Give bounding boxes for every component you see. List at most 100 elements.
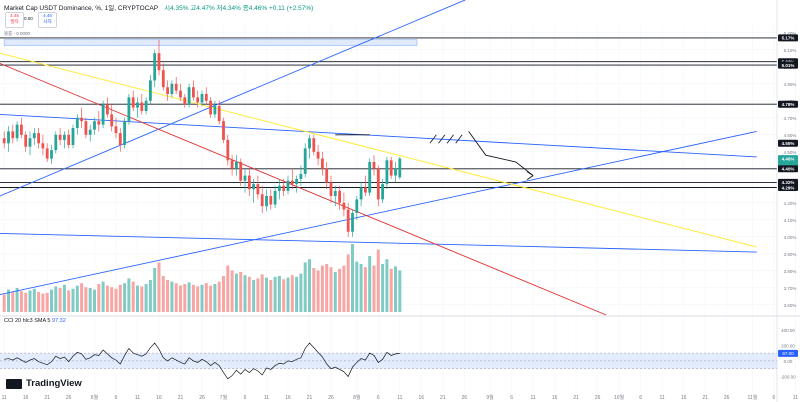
volume-bar <box>385 259 389 312</box>
volume-bar <box>2 294 6 312</box>
volume-bar <box>282 279 286 312</box>
candle <box>226 134 230 166</box>
price-label-box <box>778 61 798 69</box>
candle <box>321 151 324 176</box>
volume-bar <box>131 281 135 312</box>
x-tick-label: 11 <box>659 395 664 401</box>
candle <box>364 175 367 196</box>
candle <box>174 77 178 94</box>
candle <box>161 63 165 91</box>
x-tick-label: 21 <box>307 395 313 401</box>
y-tick-label: 4.70% <box>784 116 797 121</box>
volume-bar <box>45 292 49 312</box>
volume-legend: 볼륨 · 0.0000 <box>4 31 31 36</box>
candle-body <box>11 131 15 139</box>
candle-body <box>389 160 393 176</box>
price-label: 4.46% <box>782 156 795 161</box>
candle-body <box>88 129 92 135</box>
volume-bars <box>2 244 402 312</box>
price-label: 4.55% <box>782 141 795 146</box>
candle-body <box>101 104 105 125</box>
price-label: 5.01% <box>782 63 795 68</box>
volume-bar <box>97 284 101 312</box>
candle <box>114 117 118 139</box>
x-tick-label: 16 <box>552 395 558 401</box>
volume-bar <box>101 281 105 312</box>
buy-button[interactable]: 4.46 사자 <box>38 12 57 28</box>
volume-bar <box>213 284 217 312</box>
x-tick-label: 11월 <box>748 394 758 401</box>
volume-bar <box>32 288 36 312</box>
candle <box>333 185 337 207</box>
candle-body <box>80 117 83 122</box>
candle-body <box>260 194 264 207</box>
volume-bar <box>372 265 376 312</box>
sell-price: 4.46 <box>10 13 19 18</box>
candle <box>398 156 402 179</box>
candle <box>265 189 268 212</box>
trend-lines <box>0 0 777 316</box>
pattern-dash <box>455 134 463 144</box>
candle <box>329 175 333 203</box>
candle-body <box>28 138 32 147</box>
candle <box>183 94 187 108</box>
x-tick-label: 6 <box>639 395 642 401</box>
candle <box>101 100 105 128</box>
candle-body <box>290 180 294 185</box>
tradingview-logo[interactable]: TradingView <box>6 378 82 389</box>
cci-legend[interactable]: CCI 20 hlc3 SMA 5 97.32 <box>4 318 66 324</box>
volume-bar <box>376 249 380 312</box>
candle <box>37 128 40 149</box>
candle-body <box>247 175 251 190</box>
x-tick-label: 11 <box>2 395 7 401</box>
candle-body <box>213 105 217 115</box>
candle-body <box>321 158 324 169</box>
candle <box>235 155 238 176</box>
candle-body <box>20 124 23 135</box>
candle-body <box>286 180 290 191</box>
candle <box>243 168 247 193</box>
volume-bar <box>252 280 256 312</box>
volume-bar <box>166 280 170 312</box>
sell-button[interactable]: 4.46 팔자 <box>5 12 24 28</box>
volume-bar <box>243 275 247 312</box>
volume-bar <box>196 286 200 312</box>
candle <box>192 80 195 101</box>
volume-bar <box>41 293 45 312</box>
volume-bar <box>50 289 53 312</box>
volume-bar <box>157 262 161 312</box>
candle-body <box>67 134 71 145</box>
volume-bar <box>67 290 71 312</box>
candle <box>312 134 316 156</box>
candle <box>230 155 234 176</box>
candle-body <box>282 185 286 191</box>
forecast-arrow-icon <box>526 171 534 180</box>
chart-title[interactable]: Market Cap USDT Dominance, %, 1일, CRYPTO… <box>4 5 159 12</box>
volume-bar <box>153 268 157 312</box>
candle <box>200 90 204 106</box>
candle-body <box>359 187 363 200</box>
volume-bar <box>355 261 359 312</box>
candle <box>84 117 88 139</box>
candle <box>32 128 36 145</box>
candle-body <box>71 128 75 145</box>
x-tick-label: 26 <box>66 395 72 401</box>
candle <box>299 165 303 186</box>
price-label: 4.29% <box>782 185 795 190</box>
candle <box>342 192 346 217</box>
candle-body <box>58 134 62 140</box>
candle <box>136 97 139 118</box>
candle-body <box>140 102 144 111</box>
candle-body <box>45 148 49 159</box>
candle-body <box>226 139 230 161</box>
forecast-path <box>468 131 534 176</box>
volume-bar <box>247 276 251 312</box>
volume-bar <box>179 285 182 312</box>
candle <box>131 90 135 111</box>
candle <box>28 131 32 156</box>
volume-bar <box>148 280 152 312</box>
price-label-box <box>778 184 798 191</box>
ohlc-values: 시4.35% 고4.47% 저4.34% 종4.46% +0.11 (+2.57… <box>164 5 314 12</box>
candle-body <box>110 114 114 127</box>
